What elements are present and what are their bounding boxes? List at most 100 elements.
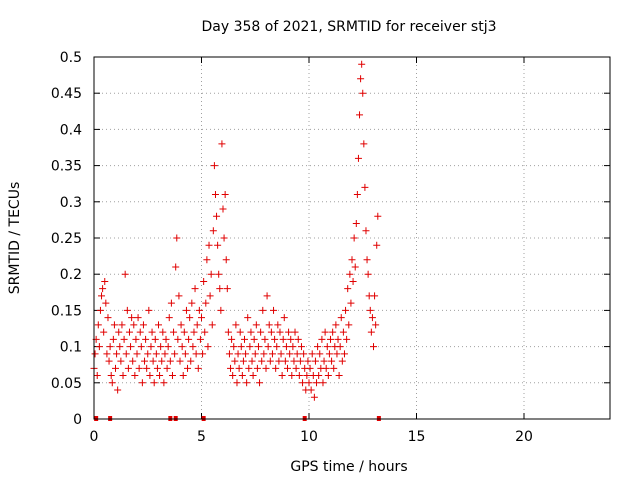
data-point [246, 343, 254, 351]
data-point [139, 321, 147, 329]
data-point [124, 364, 132, 372]
y-tick-label: 0.35 [51, 159, 82, 175]
data-point [220, 234, 228, 242]
data-point [136, 328, 144, 336]
data-point [228, 335, 236, 343]
data-point [170, 328, 178, 336]
data-point [371, 292, 379, 300]
data-point [158, 357, 166, 365]
data-point [262, 364, 270, 372]
data-point [186, 314, 194, 322]
data-point [276, 328, 284, 336]
data-point [275, 357, 283, 365]
y-tick-label: 0.05 [51, 376, 82, 392]
data-point [325, 350, 333, 358]
data-point [320, 357, 328, 365]
data-point [344, 285, 352, 293]
data-point [211, 191, 219, 199]
data-point [113, 350, 121, 358]
data-point [151, 335, 159, 343]
data-point [346, 270, 354, 278]
x-tick-label: 20 [515, 429, 533, 445]
data-point [134, 314, 142, 322]
data-point [155, 321, 162, 329]
data-point [284, 364, 291, 372]
data-point [311, 357, 319, 365]
data-point [195, 306, 203, 314]
data-point [299, 379, 307, 387]
y-tick-labels: 0 0.05 0.1 0.15 0.2 0.25 0.3 0.35 0.4 0.45 0.5 [51, 50, 82, 428]
data-point [200, 277, 208, 285]
data-point [363, 256, 371, 264]
data-point [272, 364, 280, 372]
data-point [162, 335, 170, 343]
data-point [179, 372, 187, 380]
data-point [222, 256, 230, 264]
data-point [268, 350, 276, 358]
data-point [214, 241, 222, 249]
data-point [205, 241, 213, 249]
data-point [119, 372, 127, 380]
data-point [362, 227, 370, 235]
data-point [289, 343, 297, 351]
data-point [370, 343, 377, 351]
data-point [304, 357, 312, 365]
data-point [219, 205, 227, 213]
data-point [334, 335, 342, 343]
data-point [353, 191, 361, 199]
data-point [261, 335, 269, 343]
data-point [199, 350, 207, 358]
data-point [230, 343, 238, 351]
data-point [98, 292, 106, 300]
data-point [171, 350, 179, 358]
data-point [290, 357, 298, 365]
data-point [265, 321, 273, 329]
data-point [196, 335, 204, 343]
data-point [213, 212, 221, 220]
data-point [359, 89, 367, 97]
data-point [366, 306, 374, 314]
data-point [279, 335, 287, 343]
data-point [256, 379, 264, 387]
y-tick-label: 0.15 [51, 303, 82, 319]
data-point [360, 140, 368, 148]
y-tick-label: 0.4 [60, 122, 82, 138]
data-point [274, 321, 282, 329]
data-point [189, 343, 197, 351]
data-point [340, 350, 348, 358]
data-point [293, 350, 301, 358]
data-point [297, 343, 305, 351]
data-point [104, 314, 112, 322]
data-point [110, 321, 118, 329]
data-point [271, 335, 279, 343]
data-point [187, 357, 195, 365]
data-point [313, 379, 321, 387]
data-points [90, 60, 382, 401]
data-point [347, 299, 355, 307]
data-point [349, 277, 357, 285]
data-point [351, 263, 359, 271]
data-point [91, 350, 99, 358]
data-point [339, 328, 347, 336]
data-point [296, 357, 304, 365]
data-point [259, 306, 267, 314]
data-point [198, 314, 205, 322]
data-point [93, 372, 101, 380]
data-point [160, 379, 168, 387]
data-point [225, 350, 233, 358]
data-point [244, 314, 252, 322]
data-point [210, 162, 218, 170]
data-point [103, 350, 111, 358]
data-point [234, 350, 242, 358]
data-point [251, 350, 259, 358]
data-point [288, 372, 296, 380]
grid [94, 57, 610, 419]
data-point [159, 328, 167, 336]
data-point [278, 372, 286, 380]
data-point [323, 343, 331, 351]
data-point [194, 364, 202, 372]
data-point [217, 306, 225, 314]
data-point [303, 372, 311, 380]
data-point [260, 350, 268, 358]
